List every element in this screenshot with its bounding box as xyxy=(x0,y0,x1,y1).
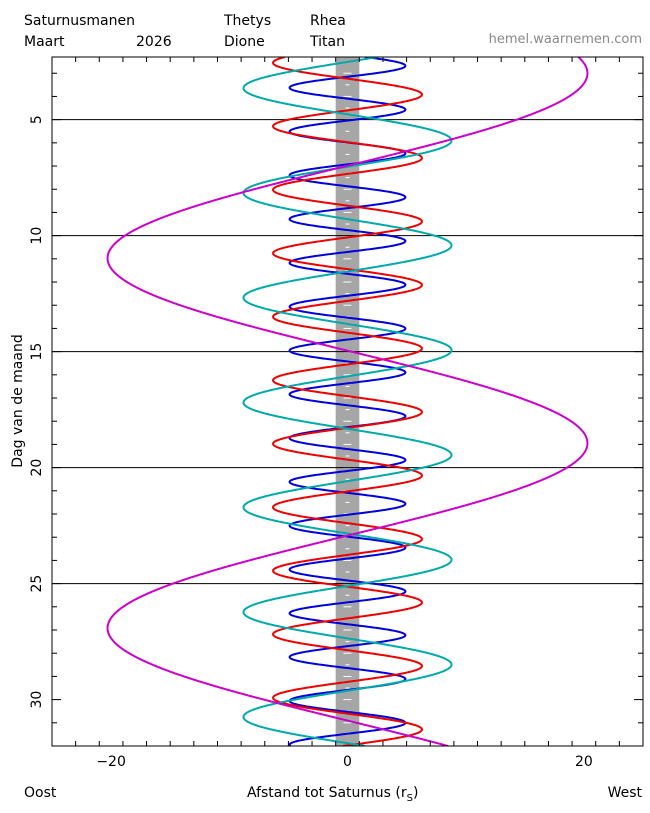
orbit-dione xyxy=(272,57,423,746)
plot-frame xyxy=(51,56,644,747)
y-tick-label: 30 xyxy=(29,691,45,709)
x-tick-label: −20 xyxy=(96,754,126,770)
y-tick-label: 25 xyxy=(29,575,45,593)
x-tick-label: 0 xyxy=(343,754,352,770)
x-axis-label-sub: S xyxy=(407,793,413,804)
saturn-band xyxy=(335,57,360,746)
month-label: Maart xyxy=(24,34,65,50)
site-credit: hemel.waarnemen.com xyxy=(489,32,642,47)
saturn-band-layer xyxy=(335,57,360,746)
x-axis-label: Afstand tot Saturnus (rS) xyxy=(247,785,418,804)
chart-title: Saturnusmanen xyxy=(24,13,135,29)
legend-rhea: Rhea xyxy=(310,13,346,29)
orbit-thetys xyxy=(288,57,407,746)
west-label: West xyxy=(608,785,643,801)
legend: Thetys Dione Rhea Titan xyxy=(223,13,346,50)
x-tick-label: 20 xyxy=(575,754,593,770)
orbit-rhea xyxy=(242,57,453,746)
x-axis-label-close: ) xyxy=(413,785,418,801)
legend-dione: Dione xyxy=(224,34,265,50)
y-tick-label: 5 xyxy=(29,115,45,124)
y-axis-label: Dag van de maand xyxy=(10,334,26,467)
x-axis-label-main: Afstand tot Saturnus (r xyxy=(247,785,407,801)
year-label: 2026 xyxy=(136,34,172,50)
moon-orbits xyxy=(106,57,589,746)
orbit-titan xyxy=(106,57,589,746)
axis-tick-labels: −20 0 20 5 10 15 20 25 30 xyxy=(29,115,593,770)
legend-titan: Titan xyxy=(309,34,345,50)
y-tick-label: 15 xyxy=(29,343,45,361)
legend-thetys: Thetys xyxy=(223,13,271,29)
east-label: Oost xyxy=(24,785,57,801)
y-tick-label: 10 xyxy=(29,227,45,245)
y-tick-label: 20 xyxy=(29,459,45,477)
axis-ticks xyxy=(52,57,643,747)
